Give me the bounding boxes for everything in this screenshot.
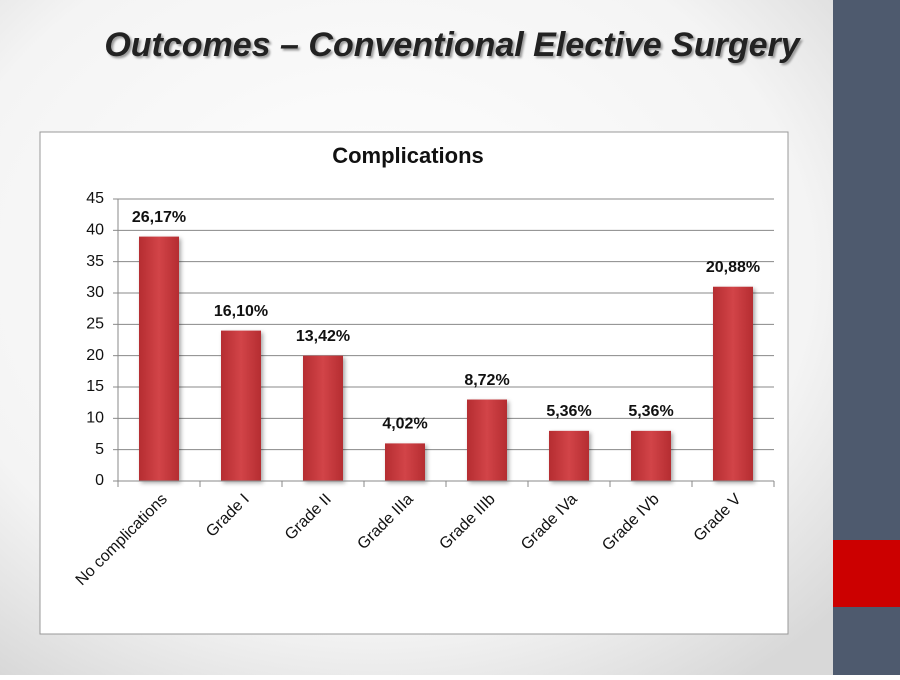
data-label: 4,02%: [382, 416, 427, 433]
chart-title: Complications: [332, 143, 484, 168]
y-tick-label: 30: [86, 284, 104, 301]
data-label: 8,72%: [464, 372, 509, 389]
y-tick-label: 40: [86, 222, 104, 239]
bar: [385, 443, 425, 481]
y-tick-label: 5: [95, 441, 104, 458]
slide-title: Outcomes – Conventional Elective Surgery: [104, 26, 801, 64]
y-tick-label: 25: [86, 316, 104, 333]
side-accent: [833, 540, 900, 607]
bar: [631, 430, 671, 481]
y-tick-label: 35: [86, 253, 104, 270]
bar: [303, 355, 343, 481]
data-label: 16,10%: [214, 303, 268, 320]
bar: [221, 330, 261, 481]
data-label: 26,17%: [132, 209, 186, 226]
y-tick-label: 15: [86, 378, 104, 395]
bar: [549, 430, 589, 481]
data-label: 13,42%: [296, 328, 350, 345]
data-label: 5,36%: [628, 403, 673, 420]
bar: [139, 236, 179, 481]
y-tick-label: 0: [95, 472, 104, 489]
data-label: 20,88%: [706, 259, 760, 276]
bar: [467, 399, 507, 481]
y-tick-label: 10: [86, 410, 104, 427]
data-label: 5,36%: [546, 403, 591, 420]
bar: [713, 286, 753, 481]
y-tick-label: 45: [86, 190, 104, 207]
y-tick-label: 20: [86, 347, 104, 364]
